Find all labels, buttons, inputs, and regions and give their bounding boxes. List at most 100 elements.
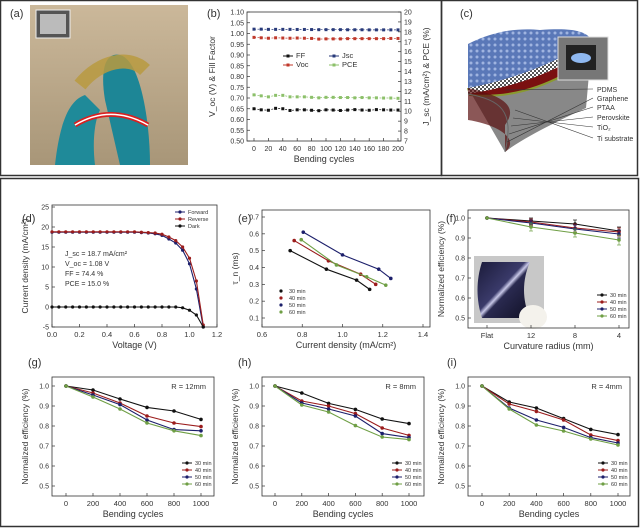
data-point	[573, 231, 577, 235]
data-point	[274, 27, 278, 31]
data-point	[338, 28, 342, 32]
data-point	[380, 417, 385, 421]
data-point	[77, 230, 82, 234]
data-point	[259, 94, 263, 98]
data-point	[71, 230, 75, 234]
y-tick-label: 0.9	[455, 236, 465, 243]
series-pce	[252, 93, 400, 100]
data-point	[181, 245, 185, 249]
data-point	[295, 36, 299, 40]
data-point	[360, 96, 364, 100]
data-point	[340, 253, 345, 257]
x-tick-label: 0.0	[47, 330, 57, 339]
y-tick-label: 0.7	[39, 444, 49, 451]
legend-label: 50 min	[611, 475, 628, 481]
data-point	[118, 397, 122, 401]
y-tick-label: 0.7	[455, 444, 465, 451]
series-line	[65, 385, 202, 432]
x-tick-label: 0.8	[297, 330, 307, 339]
data-point	[91, 305, 95, 309]
data-point	[302, 95, 306, 99]
data-point	[274, 36, 278, 40]
data-point	[374, 108, 378, 112]
y-tick-label: 0.4	[249, 265, 259, 272]
x-tick-label: 800	[168, 499, 181, 508]
layer-label: PTAA	[597, 105, 615, 112]
y-tick-label: 0.6	[455, 296, 465, 303]
data-point	[331, 108, 335, 112]
legend-label: 30 min	[610, 293, 627, 299]
radius-annotation: R = 12mm	[171, 382, 206, 391]
legend-marker	[601, 475, 605, 479]
y-tick-label: 0.9	[39, 404, 49, 411]
data-point	[376, 267, 381, 271]
legend-marker	[600, 314, 604, 318]
data-point	[145, 421, 149, 425]
series-line	[52, 231, 204, 326]
data-point	[281, 27, 285, 31]
y-tick-label: 25	[41, 205, 49, 212]
data-point	[201, 325, 205, 329]
y-tick-label: 0.8	[455, 256, 465, 263]
data-point	[589, 433, 593, 437]
data-point	[146, 231, 150, 235]
series-ff	[252, 106, 400, 113]
data-point	[302, 36, 306, 40]
data-point	[167, 305, 171, 309]
x-tick-label: Flat	[481, 331, 494, 340]
data-point	[64, 305, 68, 309]
data-point	[383, 283, 388, 287]
x-tick-label: 0	[480, 499, 484, 508]
y-right-tick-label: 11	[404, 99, 411, 106]
data-point	[324, 28, 328, 32]
data-point	[119, 305, 123, 309]
annotation: J_sc = 18.7 mA/cm²	[65, 251, 128, 258]
y-tick-label: 0.70	[230, 96, 244, 103]
series-line	[65, 385, 202, 437]
y-tick-label: 0.7	[249, 444, 259, 451]
data-point	[326, 404, 331, 408]
data-point	[360, 37, 364, 41]
x-axis-label: Bending cycles	[103, 509, 164, 519]
annotation: FF = 74.4 %	[65, 271, 103, 278]
data-point	[353, 108, 357, 112]
x-tick-label: 400	[530, 499, 543, 508]
data-point	[346, 28, 350, 32]
series-line	[481, 385, 619, 446]
plot-area	[51, 376, 215, 497]
legend-marker	[185, 475, 189, 479]
legend-marker	[286, 54, 290, 58]
series-reverse	[50, 230, 205, 327]
photo-flexible-cell-bending	[30, 5, 188, 165]
x-tick-label: 1000	[401, 499, 418, 508]
legend-marker	[600, 293, 604, 297]
data-point	[112, 305, 116, 309]
legend-label: 50 min	[405, 475, 422, 481]
legend-marker	[178, 224, 182, 228]
data-point	[326, 410, 331, 414]
y-right-tick-label: 18	[404, 29, 412, 36]
data-point	[324, 267, 329, 271]
y-tick-label: 5	[45, 285, 49, 292]
layer-pointer	[506, 97, 594, 143]
data-point	[132, 305, 137, 309]
data-point	[126, 230, 130, 234]
data-point	[274, 106, 278, 110]
data-point	[353, 407, 358, 412]
legend-label: 40 min	[611, 468, 628, 474]
y-right-axis-label: J_sc (mA/cm²) & PCE (%)	[421, 27, 431, 125]
radius-annotation: R = 4mm	[591, 382, 622, 391]
y-tick-label: 0.65	[230, 106, 244, 113]
data-point	[105, 305, 109, 309]
legend-marker	[279, 303, 283, 307]
y-right-tick-label: 17	[404, 39, 412, 46]
data-point	[317, 109, 321, 113]
series-60-min	[299, 237, 388, 287]
y-tick-label: 0.8	[455, 424, 465, 431]
data-point	[160, 305, 164, 309]
data-point	[199, 417, 203, 422]
panel-label-h: (h)	[238, 357, 251, 369]
data-point	[64, 230, 68, 234]
photo-bent-cell	[474, 256, 547, 329]
